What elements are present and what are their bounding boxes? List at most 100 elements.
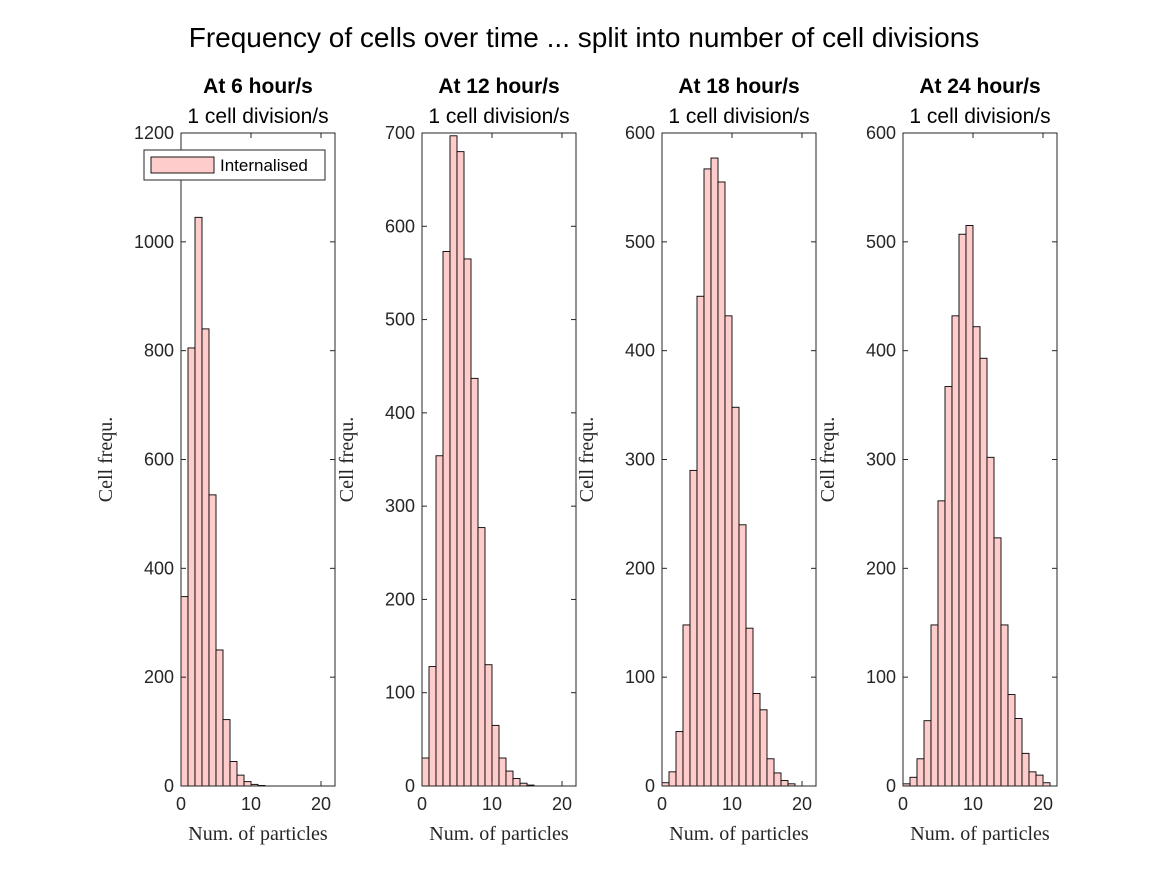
x-axis: 0 10 20	[176, 133, 331, 814]
panel-title: At 6 hour/s	[203, 75, 313, 98]
y-tick-label: 200	[385, 589, 415, 609]
y-tick-label: 500	[625, 232, 655, 252]
histogram-bar	[477, 527, 486, 787]
histogram-bar	[1007, 694, 1016, 787]
panel-subtitle: 1 cell division/s	[187, 105, 328, 128]
x-tick-label: 0	[176, 794, 186, 814]
figure-title: Frequency of cells over time ... split i…	[189, 22, 980, 53]
histogram-bar	[951, 315, 960, 787]
histogram-bar	[208, 494, 217, 787]
histogram-bar	[668, 771, 677, 787]
panel-subtitle: 1 cell division/s	[428, 105, 569, 128]
histogram-bar	[724, 315, 733, 787]
histogram-bar	[470, 377, 479, 787]
histogram-bar	[958, 233, 967, 787]
histogram-bar	[187, 347, 196, 787]
histogram-bar	[731, 406, 740, 787]
histogram-bar	[512, 778, 521, 787]
y-tick-label: 200	[144, 667, 174, 687]
legend-label: Internalised	[220, 156, 308, 175]
histogram-bar	[449, 135, 458, 787]
x-axis-label: Num. of particles	[429, 823, 569, 845]
x-axis-label: Num. of particles	[910, 823, 1050, 845]
y-tick-label: 400	[144, 558, 174, 578]
histogram-bar	[689, 469, 698, 787]
y-tick-label: 300	[625, 450, 655, 470]
histogram-bar	[498, 757, 507, 787]
y-tick-label: 200	[625, 558, 655, 578]
histogram-bar	[766, 758, 775, 787]
histogram-bar	[215, 649, 224, 787]
x-axis-label: Num. of particles	[669, 823, 809, 845]
histogram-bar	[243, 781, 252, 787]
histogram-bar	[979, 357, 988, 787]
histogram-bars	[661, 157, 796, 787]
histogram-bar	[180, 596, 189, 787]
histogram-bar	[745, 627, 754, 787]
y-axis: 0 200 400 600 800 1000 1200	[134, 123, 335, 796]
y-tick-label: 400	[625, 341, 655, 361]
y-tick-label: 500	[385, 310, 415, 330]
histogram-bar	[916, 758, 925, 787]
y-tick-label: 800	[144, 341, 174, 361]
x-tick-label: 10	[241, 794, 261, 814]
y-tick-label: 600	[144, 450, 174, 470]
x-tick-label: 0	[898, 794, 908, 814]
histogram-bar	[236, 774, 245, 787]
y-axis-label: Cell frequ.	[817, 417, 839, 503]
y-tick-label: 600	[866, 123, 896, 143]
histogram-bar	[759, 709, 768, 787]
histogram-bar	[435, 455, 444, 787]
histogram-bar	[773, 772, 782, 787]
y-tick-label: 0	[886, 776, 896, 796]
x-tick-label: 20	[792, 794, 812, 814]
histogram-bars	[180, 216, 266, 787]
x-tick-label: 20	[311, 794, 331, 814]
histogram-bar	[1014, 718, 1023, 787]
x-tick-label: 10	[963, 794, 983, 814]
panel-2: 0 100 200 300 400 500 600 700 0 10 20 At 12 hour/s 1…	[336, 75, 577, 845]
panel-4: 0 100 200 300 400 500 600 0 10 20 At 24 hour/s 1 ce…	[817, 75, 1058, 845]
histogram-bars	[902, 225, 1051, 787]
histogram-bar	[229, 761, 238, 787]
x-axis-label: Num. of particles	[188, 823, 328, 845]
y-tick-label: 500	[866, 232, 896, 252]
histogram-bar	[738, 524, 747, 787]
y-tick-label: 600	[385, 216, 415, 236]
histogram-bar	[1000, 624, 1009, 787]
y-tick-label: 300	[866, 450, 896, 470]
histogram-bar	[703, 168, 712, 787]
histogram-bar	[1035, 774, 1044, 787]
panel-title: At 12 hour/s	[438, 75, 559, 98]
y-tick-label: 100	[866, 667, 896, 687]
y-tick-label: 400	[385, 403, 415, 423]
y-tick-label: 1200	[134, 123, 174, 143]
histogram-bar	[710, 157, 719, 787]
histogram-bar	[696, 295, 705, 787]
y-axis-label: Cell frequ.	[95, 417, 117, 503]
histogram-bar	[222, 719, 231, 787]
histogram-bar	[930, 624, 939, 787]
histogram-bar	[993, 537, 1002, 787]
y-tick-label: 100	[625, 667, 655, 687]
histogram-bars	[421, 135, 535, 787]
x-tick-label: 10	[722, 794, 742, 814]
y-tick-label: 0	[164, 776, 174, 796]
x-tick-label: 20	[552, 794, 572, 814]
histogram-bar	[201, 328, 210, 787]
axes-box	[421, 132, 577, 787]
y-tick-label: 200	[866, 558, 896, 578]
histogram-bar	[1021, 752, 1030, 787]
histogram-bar	[965, 225, 974, 787]
histogram-bar	[428, 666, 437, 787]
histogram-bar	[986, 456, 995, 787]
histogram-bar	[421, 757, 430, 787]
y-axis: 0 100 200 300 400 500 600	[625, 123, 816, 796]
histogram-bar	[1028, 771, 1037, 787]
y-axis-label: Cell frequ.	[336, 417, 358, 503]
legend-swatch	[150, 156, 215, 174]
x-tick-label: 20	[1033, 794, 1053, 814]
panel-subtitle: 1 cell division/s	[909, 105, 1050, 128]
